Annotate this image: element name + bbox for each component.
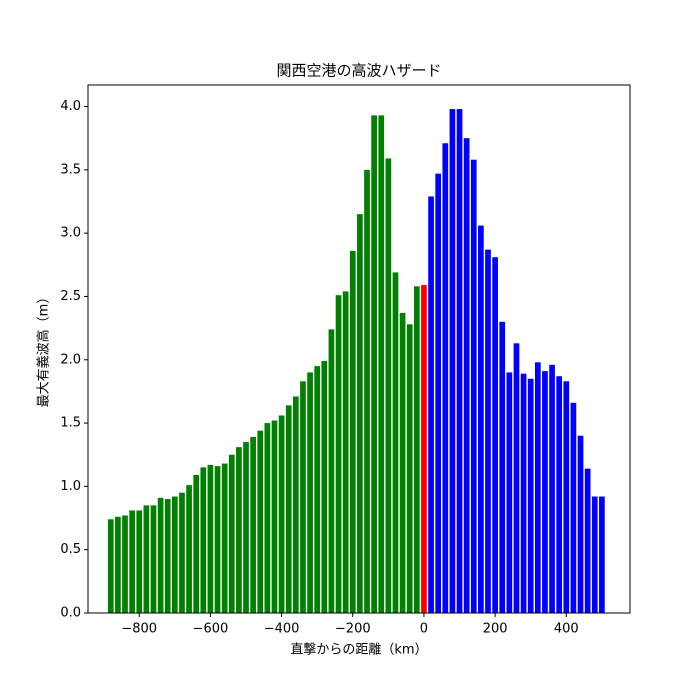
bar bbox=[278, 415, 285, 613]
y-tick-label: 3.5 bbox=[60, 162, 81, 177]
bar bbox=[570, 402, 577, 613]
bar bbox=[591, 496, 598, 613]
bar bbox=[442, 143, 449, 613]
bar bbox=[200, 467, 207, 613]
bar bbox=[136, 510, 143, 613]
bar bbox=[485, 249, 491, 613]
bar bbox=[399, 312, 406, 613]
plot-frame bbox=[87, 84, 631, 614]
y-tick-label: 1.0 bbox=[60, 479, 81, 494]
bar bbox=[236, 447, 242, 613]
bar bbox=[107, 519, 114, 613]
y-tick-label: 2.0 bbox=[60, 352, 81, 367]
bar bbox=[300, 381, 306, 613]
bar bbox=[164, 499, 171, 613]
bar bbox=[406, 324, 413, 613]
bar bbox=[193, 474, 200, 613]
bar bbox=[364, 169, 370, 613]
bar bbox=[271, 420, 278, 613]
bar bbox=[584, 468, 591, 613]
bar bbox=[385, 158, 392, 613]
x-tick-label: 0 bbox=[420, 622, 428, 637]
bar bbox=[143, 505, 150, 613]
bar bbox=[470, 159, 477, 614]
bar bbox=[207, 464, 214, 613]
bar bbox=[549, 364, 555, 613]
bar bbox=[577, 435, 584, 613]
bar bbox=[285, 405, 292, 613]
bar bbox=[599, 496, 605, 613]
bar bbox=[392, 272, 399, 613]
x-tick-label: 200 bbox=[483, 622, 508, 637]
bar bbox=[228, 454, 235, 613]
bar bbox=[542, 371, 548, 613]
x-tick-label: −400 bbox=[264, 622, 300, 637]
x-tick-label: 400 bbox=[554, 622, 579, 637]
bar bbox=[371, 115, 377, 613]
bar bbox=[314, 366, 321, 613]
bar bbox=[342, 291, 349, 613]
bar bbox=[171, 496, 178, 613]
bar bbox=[179, 492, 185, 613]
bar bbox=[463, 138, 470, 613]
bar bbox=[129, 510, 135, 613]
bar bbox=[349, 250, 356, 614]
bar bbox=[335, 295, 342, 613]
bar bbox=[378, 115, 385, 613]
bar bbox=[257, 430, 264, 613]
bar bbox=[122, 515, 128, 613]
y-axis-label: 最大有義波高（m） bbox=[36, 291, 52, 408]
bar bbox=[506, 372, 513, 613]
bar bbox=[534, 362, 541, 613]
y-tick-label: 0.5 bbox=[60, 542, 81, 557]
bar bbox=[563, 381, 570, 613]
bar bbox=[321, 361, 328, 613]
bar bbox=[292, 396, 299, 613]
bar bbox=[250, 437, 256, 613]
bar bbox=[243, 442, 249, 613]
y-tick-label: 1.5 bbox=[60, 416, 81, 431]
bar bbox=[492, 257, 498, 613]
bar bbox=[328, 329, 335, 613]
bar bbox=[115, 516, 121, 613]
bar bbox=[413, 286, 420, 613]
bar bbox=[357, 214, 363, 614]
bar bbox=[513, 343, 520, 613]
x-tick-label: −200 bbox=[335, 622, 371, 637]
bar bbox=[186, 485, 192, 613]
y-tick-label: 2.5 bbox=[60, 289, 81, 304]
x-tick-label: −600 bbox=[193, 622, 229, 637]
bar bbox=[520, 373, 527, 613]
x-tick-label: −800 bbox=[121, 622, 157, 637]
x-axis-label: 直撃からの距離（km） bbox=[290, 642, 427, 658]
y-tick-label: 4.0 bbox=[60, 99, 81, 114]
bar bbox=[157, 497, 164, 613]
bar bbox=[421, 285, 427, 613]
bar bbox=[556, 376, 563, 613]
bar bbox=[435, 173, 442, 613]
bar bbox=[307, 372, 313, 613]
bar bbox=[527, 378, 534, 613]
bar bbox=[221, 463, 228, 613]
bar bbox=[478, 225, 484, 614]
chart-title: 関西空港の高波ハザード bbox=[276, 62, 441, 80]
bar bbox=[449, 109, 456, 613]
bar bbox=[214, 466, 221, 613]
y-tick-label: 0.0 bbox=[60, 606, 81, 621]
bar bbox=[264, 423, 271, 613]
bar bbox=[456, 109, 463, 613]
bar bbox=[150, 505, 157, 613]
bar bbox=[428, 196, 434, 614]
bar bbox=[499, 321, 506, 613]
y-tick-label: 3.0 bbox=[60, 226, 81, 241]
